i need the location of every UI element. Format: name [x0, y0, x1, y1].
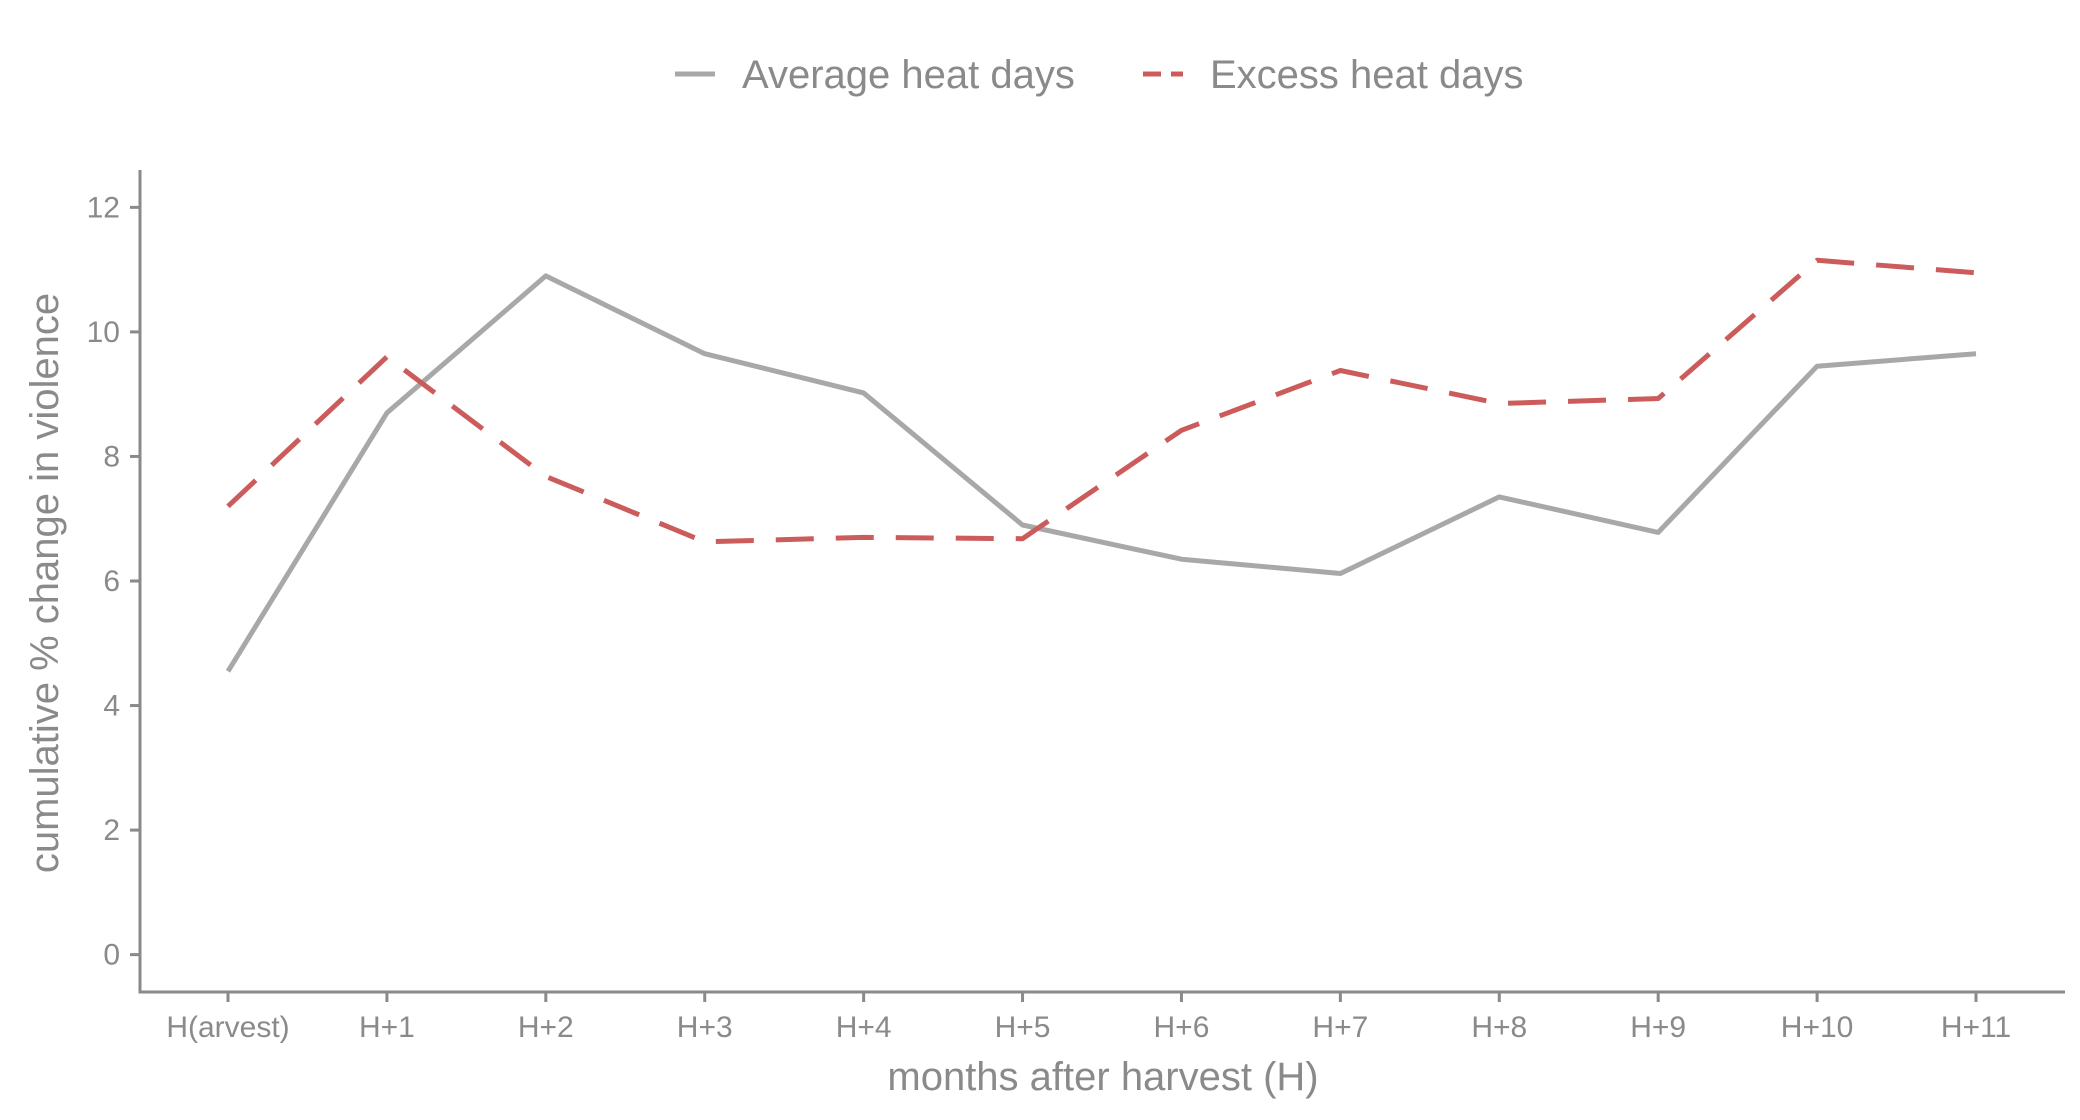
y-tick-label: 6	[103, 565, 120, 598]
legend: Average heat days Excess heat days	[675, 53, 1524, 97]
x-tick-label: H+5	[995, 1011, 1051, 1044]
x-tick-label: H(arvest)	[166, 1011, 289, 1044]
x-tick-label: H+8	[1471, 1011, 1527, 1044]
x-tick-label: H+3	[677, 1011, 733, 1044]
x-axis-title: months after harvest (H)	[887, 1055, 1318, 1099]
x-tick-label: H+11	[1941, 1011, 2011, 1044]
x-tick-label: H+1	[359, 1011, 415, 1044]
series-line-2	[226, 257, 1977, 545]
x-tick-label: H+4	[836, 1011, 892, 1044]
legend-label-2: Excess heat days	[1210, 53, 1524, 97]
y-axis-title: cumulative % change in violence	[23, 293, 67, 873]
y-tick-label: 12	[87, 191, 120, 224]
x-tick-label: H+6	[1154, 1011, 1210, 1044]
x-tick-label: H+10	[1781, 1011, 1854, 1044]
y-tick-label: 0	[103, 939, 120, 972]
y-tick-label: 8	[103, 440, 120, 473]
series-line-1	[225, 273, 1977, 673]
axes: 0 2 4 6 8 10 12 H(arvest) H+1 H+2 H+3 H+4 H+5 H+6 H+7 H…	[87, 170, 2065, 1044]
x-tick-label: H+2	[518, 1011, 574, 1044]
x-tick-label: H+9	[1630, 1011, 1686, 1044]
y-tick-label: 2	[103, 814, 120, 847]
y-tick-label: 4	[103, 690, 120, 723]
series-layer	[225, 257, 1977, 673]
y-tick-label: 10	[87, 316, 120, 349]
legend-label-1: Average heat days	[742, 53, 1075, 97]
x-tick-label: H+7	[1312, 1011, 1368, 1044]
